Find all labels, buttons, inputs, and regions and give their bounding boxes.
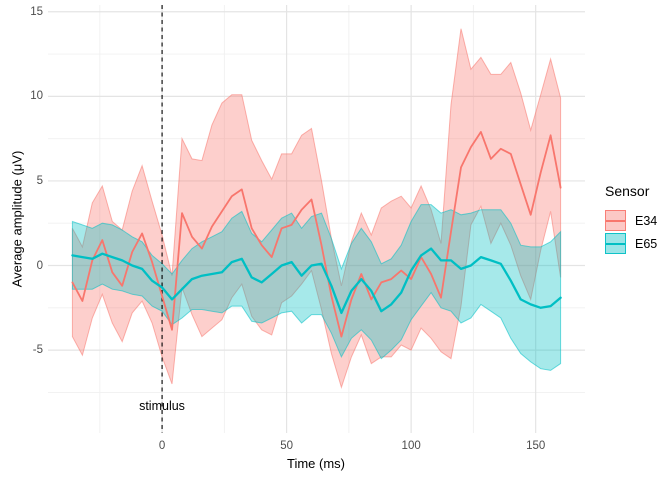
- line-E34: [71, 131, 562, 338]
- y-axis-title: Average amplitude (μV): [9, 150, 25, 288]
- x-tick-label: 150: [526, 440, 546, 452]
- ribbon-E65: [71, 204, 562, 371]
- legend-key-e34-swatch: [605, 210, 626, 231]
- y-tick-label: -5: [32, 344, 43, 357]
- x-axis-title: Time (ms): [286, 456, 346, 471]
- x-tick-label: 50: [280, 440, 293, 452]
- x-tick-label: 100: [401, 440, 421, 452]
- y-tick-label: 10: [30, 90, 43, 103]
- legend-key-e65-swatch: [605, 233, 626, 254]
- legend-key-e34-line: [606, 219, 625, 222]
- y-tick-label: 0: [36, 259, 43, 272]
- ribbon-E34: [71, 28, 562, 389]
- legend-title: Sensor: [605, 183, 650, 199]
- legend-key-e65-line: [606, 242, 625, 245]
- legend-entry-e65: E65: [605, 232, 671, 255]
- legend: Sensor E34 E65: [605, 183, 671, 255]
- legend-entry-e34: E34: [605, 209, 671, 232]
- legend-label-e34: E34: [635, 213, 658, 228]
- line-E65: [71, 247, 562, 315]
- stimulus-annotation: stimulus: [139, 399, 185, 413]
- x-tick-label: 0: [158, 440, 166, 452]
- y-tick-label: 15: [30, 5, 43, 18]
- y-tick-label: 5: [36, 174, 43, 187]
- legend-label-e65: E65: [635, 236, 658, 251]
